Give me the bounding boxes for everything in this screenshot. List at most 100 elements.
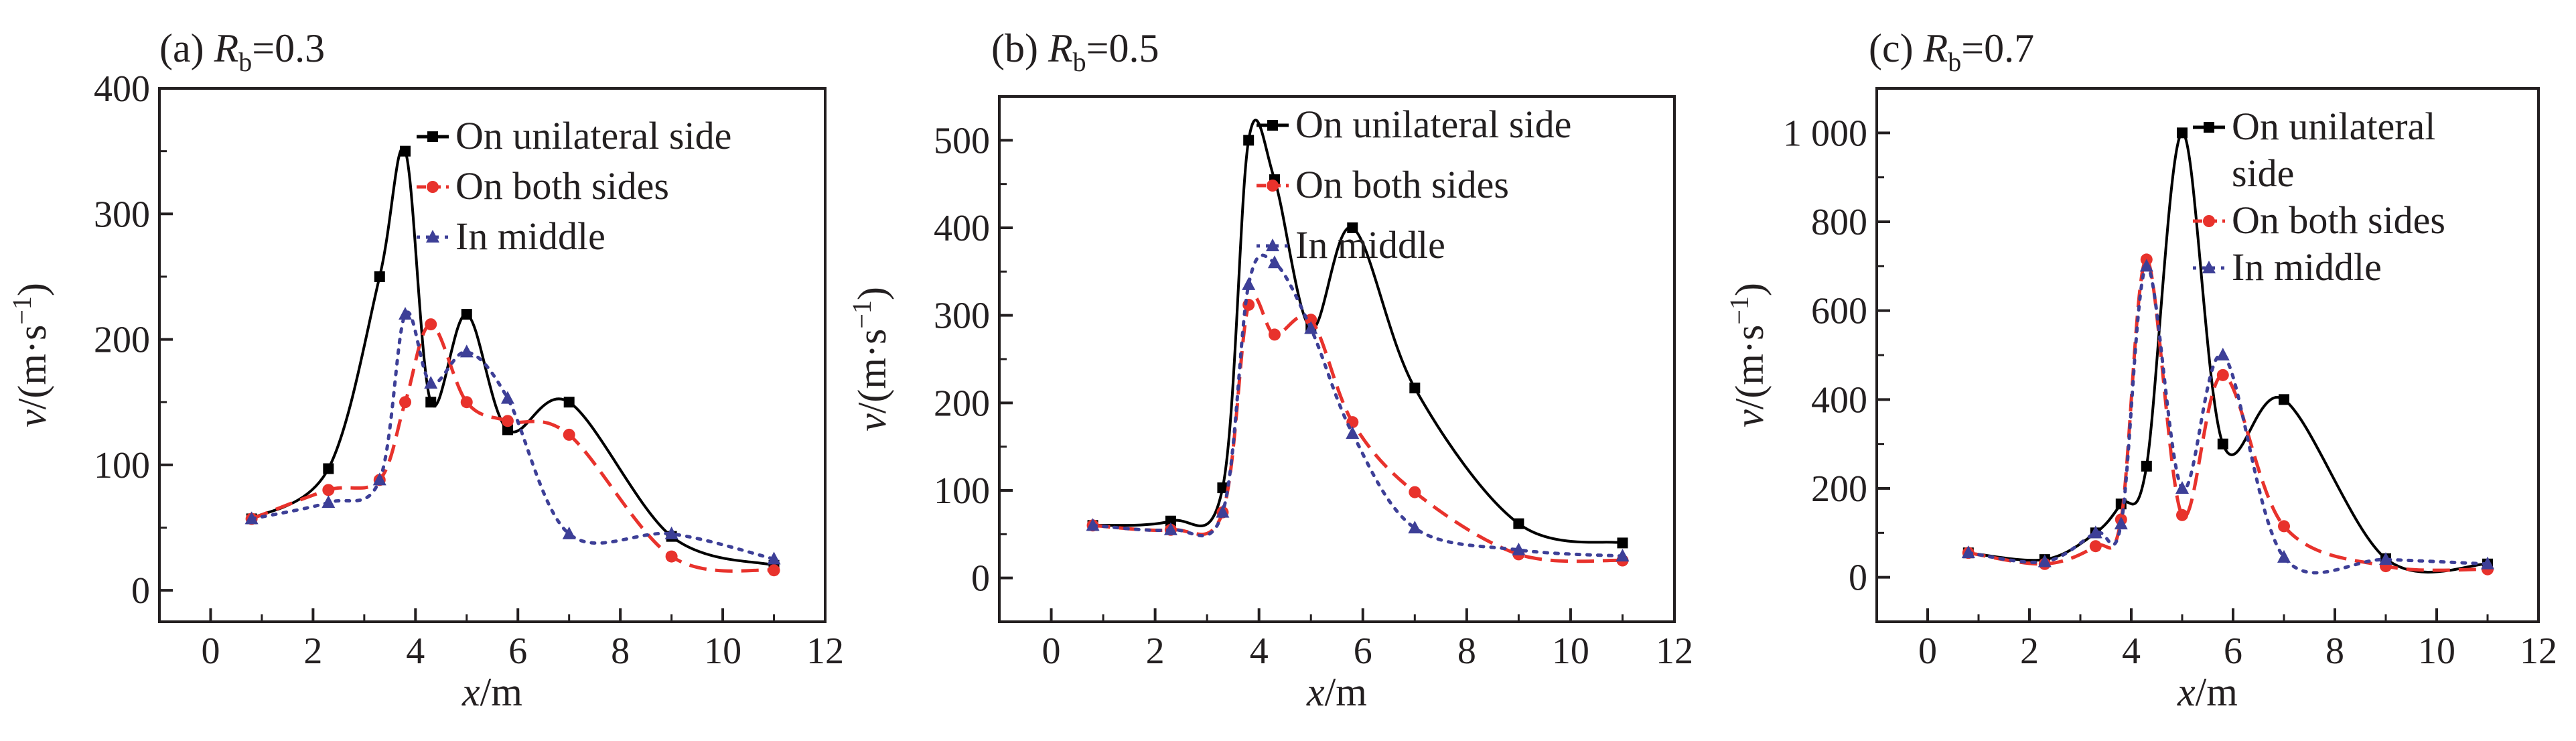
data-point [323, 463, 334, 474]
data-point [1961, 545, 1975, 559]
legend-label: In middle [1295, 223, 1445, 267]
x-tick-label: 2 [303, 630, 322, 672]
legend-label: In middle [2232, 245, 2382, 289]
legend-label: side [2232, 151, 2294, 195]
y-tick-label: 1 000 [1783, 113, 1867, 154]
data-point [665, 550, 678, 563]
x-tick-label: 12 [2520, 630, 2557, 672]
data-point [2088, 525, 2102, 539]
panel-title: (c) Rb=0.7 [1869, 26, 2034, 77]
data-point [1616, 549, 1630, 561]
data-point [374, 271, 385, 282]
series-2 [1086, 294, 1629, 567]
data-point [2141, 460, 2152, 472]
data-point [1163, 522, 1177, 535]
legend-marker [427, 131, 438, 142]
legend-marker [427, 181, 439, 193]
x-tick-label: 10 [704, 630, 741, 672]
data-point [1512, 542, 1526, 555]
data-point [322, 484, 335, 496]
legend-label: On unilateral [2232, 105, 2435, 148]
x-tick-label: 2 [2020, 630, 2039, 672]
x-tick-label: 0 [201, 630, 220, 672]
data-point [1305, 314, 1317, 326]
data-point [1216, 504, 1230, 518]
x-tick-label: 0 [1918, 630, 1937, 672]
data-point [2217, 438, 2228, 450]
legend-label: On unilateral side [455, 114, 731, 157]
x-tick-label: 8 [611, 630, 630, 672]
data-point [1409, 486, 1421, 498]
y-tick-label: 400 [1811, 379, 1867, 421]
x-tick-label: 6 [1354, 630, 1372, 672]
data-point [768, 564, 780, 577]
x-tick-label: 12 [806, 630, 844, 672]
data-point [563, 428, 575, 441]
data-point [1217, 482, 1228, 494]
chart-panel-1: (a) Rb=0.3 0 2 4 6 8 10 12 0 100 200 300 400 x/m v/(m·… [7, 26, 844, 714]
x-axis-label: x/m [461, 670, 522, 714]
legend-marker [2203, 215, 2215, 227]
data-point [2037, 554, 2052, 567]
x-tick-label: 4 [1250, 630, 1269, 672]
data-point [461, 309, 472, 320]
data-point [425, 318, 437, 331]
data-point [2279, 394, 2289, 405]
y-tick-label: 600 [1811, 291, 1867, 332]
data-point [321, 495, 336, 509]
chart-panel-3: (c) Rb=0.7 0 2 4 6 8 10 12 0 200 400 600 800 1 000 x/m… [1724, 26, 2557, 714]
x-tick-label: 8 [2325, 630, 2344, 672]
data-point [244, 511, 259, 525]
data-point [1347, 222, 1358, 233]
data-point [664, 526, 678, 539]
data-point [2216, 348, 2230, 360]
data-point [2177, 127, 2188, 139]
data-point [2139, 259, 2153, 272]
series-1 [1962, 127, 2493, 574]
data-point [2176, 509, 2188, 521]
x-tick-label: 8 [1457, 630, 1476, 672]
data-point [767, 551, 781, 565]
data-point [1267, 255, 1281, 269]
legend-label: On both sides [1295, 163, 1509, 206]
x-tick-label: 0 [1042, 630, 1061, 672]
data-point [1304, 321, 1318, 334]
x-tick-label: 10 [1552, 630, 1589, 672]
data-point [459, 344, 474, 358]
data-point [399, 396, 412, 409]
data-point [2481, 556, 2494, 569]
x-tick-label: 6 [2224, 630, 2242, 672]
legend-marker [1266, 239, 1279, 251]
legend-label: On both sides [455, 164, 669, 208]
panel-title: (b) Rb=0.5 [991, 26, 1159, 77]
data-point [1242, 277, 1256, 290]
y-tick-label: 0 [971, 558, 990, 600]
data-point [1165, 515, 1176, 527]
data-point [460, 396, 473, 409]
y-tick-label: 0 [1849, 557, 1867, 599]
series-3 [1961, 259, 2494, 575]
data-point [1243, 135, 1255, 146]
data-point [562, 526, 576, 539]
series-line [1091, 253, 1624, 558]
legend-marker [426, 230, 439, 243]
data-point [372, 472, 386, 486]
legend-label: On both sides [2232, 198, 2445, 242]
x-axis-label: x/m [1306, 670, 1367, 714]
series-line [1966, 264, 2490, 575]
y-tick-label: 300 [934, 295, 990, 337]
data-point [2278, 520, 2290, 533]
x-tick-label: 4 [406, 630, 425, 672]
y-tick-label: 200 [934, 383, 990, 424]
series-line [1968, 257, 2488, 572]
data-point [2089, 540, 2102, 553]
legend: On unilateral side On both sides In middle [417, 114, 731, 258]
legend-marker [2202, 261, 2216, 273]
data-point [1513, 518, 1524, 529]
plot-frame [158, 87, 827, 623]
y-tick-label: 300 [94, 194, 150, 235]
legend-label: On unilateral side [1295, 103, 1571, 146]
data-point [2114, 517, 2128, 530]
